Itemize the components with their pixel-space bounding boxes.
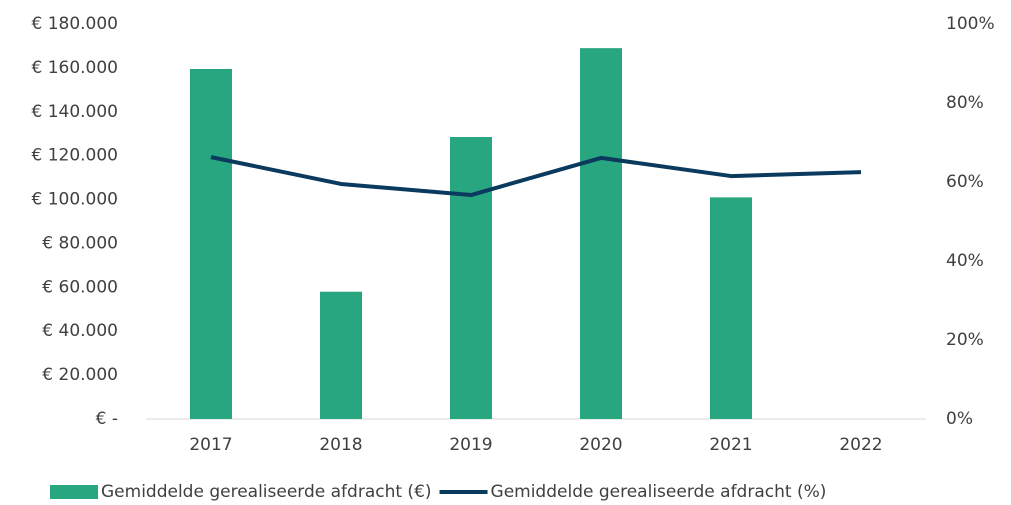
y-tick-label: € 120.000	[31, 146, 118, 166]
y2-tick-label: 20%	[946, 330, 984, 350]
y-tick-label: € 60.000	[42, 277, 118, 297]
y2-tick-label: 100%	[946, 14, 995, 34]
y2-tick-label: 40%	[946, 251, 984, 271]
y-tick-label: € 20.000	[42, 365, 118, 385]
x-tick-label: 2022	[839, 435, 882, 455]
line	[210, 155, 862, 198]
legend-label: Gemiddelde gerealiseerde afdracht (€)	[101, 482, 432, 502]
x-tick-label: 2020	[579, 435, 622, 455]
y2-tick-label: 80%	[946, 93, 984, 113]
bar	[710, 197, 752, 419]
x-tick-label: 2019	[449, 435, 492, 455]
bar	[450, 137, 492, 419]
bar	[190, 68, 232, 419]
y-tick-label: € 180.000	[31, 14, 118, 34]
legend-label: Gemiddelde gerealiseerde afdracht (%)	[491, 482, 827, 502]
legend-swatch	[50, 485, 98, 499]
bar	[320, 291, 362, 419]
y-tick-label: € 140.000	[31, 102, 118, 122]
x-tick-label: 2021	[709, 435, 752, 455]
bar	[580, 48, 622, 420]
y-tick-label: € 80.000	[42, 233, 118, 253]
y2-tick-label: 0%	[946, 409, 973, 429]
y-tick-label: € -	[96, 409, 118, 429]
y2-tick-label: 60%	[946, 172, 984, 192]
x-tick-label: 2017	[189, 435, 232, 455]
y-tick-label: € 100.000	[31, 190, 118, 210]
y-tick-label: € 160.000	[31, 58, 118, 78]
y-tick-label: € 40.000	[42, 321, 118, 341]
x-tick-label: 2018	[319, 435, 362, 455]
